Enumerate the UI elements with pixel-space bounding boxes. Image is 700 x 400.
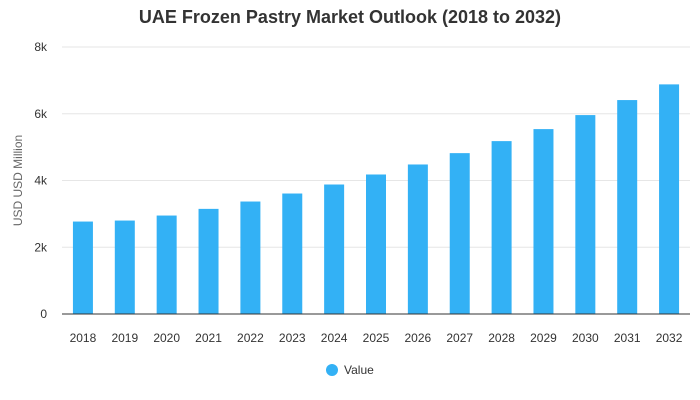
- x-tick-label: 2018: [70, 331, 97, 345]
- y-tick-label: 8k: [34, 40, 48, 54]
- y-tick-label: 6k: [34, 107, 48, 121]
- axes: 0 2k 4k 6k 8k 2018 2019 2020 2021 2022 2023 2024 202…: [11, 40, 690, 345]
- bar-2030[interactable]: [575, 115, 596, 315]
- bars: [72, 84, 680, 315]
- x-tick-label: 2022: [237, 331, 264, 345]
- bar-2025[interactable]: [366, 174, 386, 314]
- bar-2031[interactable]: [617, 100, 638, 314]
- bar-2032[interactable]: [659, 84, 680, 314]
- x-tick-label: 2021: [195, 331, 222, 345]
- bar-2020[interactable]: [156, 215, 177, 314]
- y-tick-label: 2k: [34, 240, 48, 254]
- y-axis-title: USD USD Million: [11, 135, 25, 226]
- x-tick-label: 2023: [279, 331, 306, 345]
- x-tick-label: 2026: [405, 331, 432, 345]
- x-tick-label: 2019: [111, 331, 138, 345]
- bar-2021[interactable]: [198, 208, 219, 314]
- legend[interactable]: Value: [326, 363, 374, 377]
- bar-2027[interactable]: [449, 153, 470, 314]
- y-tick-label: 4k: [34, 174, 48, 188]
- bar-2019[interactable]: [114, 220, 135, 314]
- y-tick-label: 0: [40, 307, 47, 321]
- x-tick-label: 2024: [321, 331, 348, 345]
- x-tick-label: 2031: [614, 331, 641, 345]
- legend-label: Value: [344, 363, 374, 377]
- bar-2029[interactable]: [533, 129, 554, 314]
- legend-marker: [326, 364, 338, 376]
- x-tick-label: 2028: [488, 331, 515, 345]
- x-tick-label: 2020: [153, 331, 180, 345]
- bar-2028[interactable]: [491, 141, 512, 314]
- bar-2024[interactable]: [324, 184, 345, 314]
- x-tick-label: 2027: [446, 331, 473, 345]
- x-tick-label: 2025: [363, 331, 390, 345]
- x-tick-label: 2030: [572, 331, 599, 345]
- x-tick-label: 2029: [530, 331, 557, 345]
- x-tick-label: 2032: [656, 331, 683, 345]
- chart-title: UAE Frozen Pastry Market Outlook (2018 t…: [138, 7, 562, 27]
- bar-2018[interactable]: [72, 221, 93, 314]
- bar-2023[interactable]: [282, 193, 303, 314]
- bar-2026[interactable]: [407, 164, 428, 314]
- bar-2022[interactable]: [240, 201, 261, 314]
